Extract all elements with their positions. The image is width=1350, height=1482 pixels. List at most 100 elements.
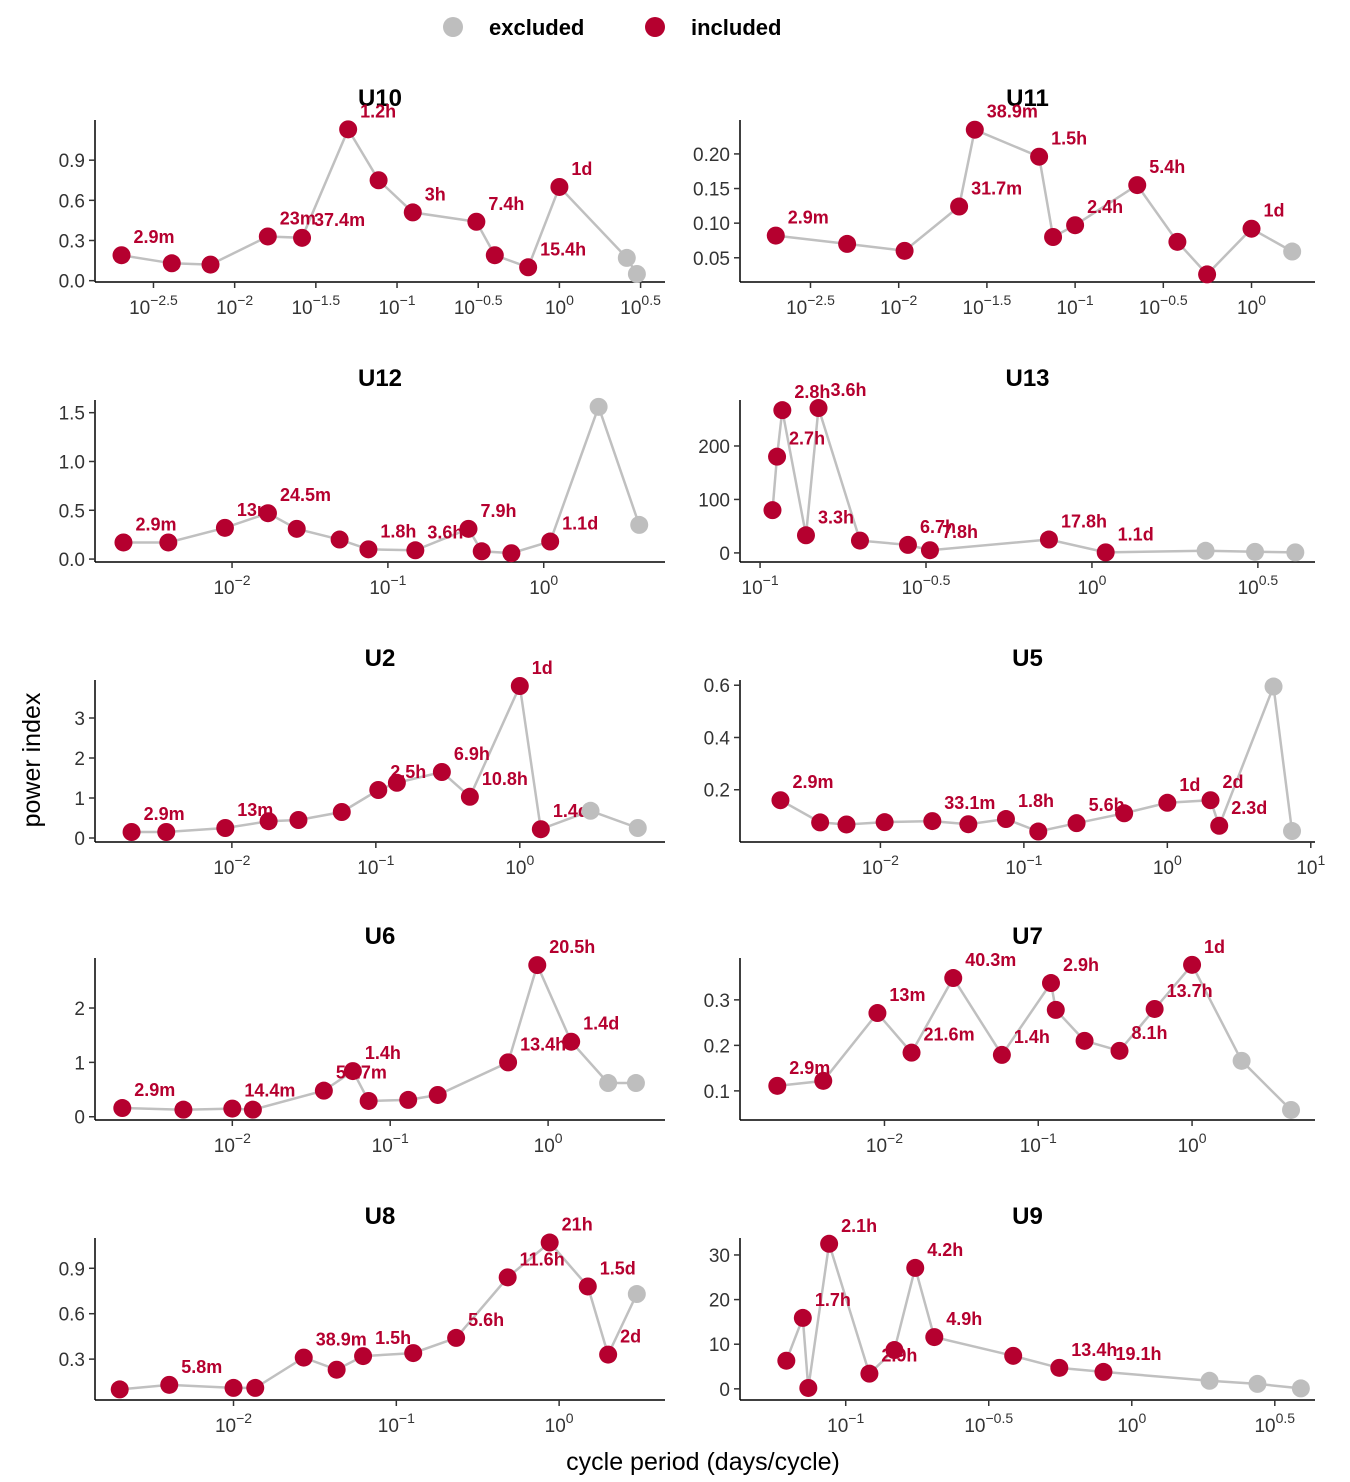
point: [838, 234, 857, 253]
point-label: 2d: [1223, 772, 1244, 792]
point-label: 8.1h: [1132, 1023, 1168, 1043]
point-label: 2.4h: [1087, 197, 1123, 217]
point-label: 7.4h: [488, 194, 524, 214]
y-tick-label: 0.3: [59, 231, 85, 252]
point: [343, 1062, 362, 1081]
point: [837, 815, 856, 834]
point-label: 2.9m: [134, 227, 175, 247]
point-label: 40.3m: [965, 950, 1016, 970]
point: [1282, 1100, 1301, 1119]
y-tick-label: 0.0: [59, 550, 85, 571]
point: [550, 177, 569, 196]
point: [157, 823, 176, 841]
point: [339, 120, 358, 139]
point: [162, 254, 181, 273]
point: [626, 1074, 645, 1093]
point: [1030, 147, 1049, 166]
point: [258, 504, 277, 523]
point: [959, 815, 978, 834]
point: [1044, 228, 1063, 246]
y-tick-label: 0.9: [59, 151, 85, 172]
y-tick-label: 0.20: [693, 145, 730, 166]
point: [114, 533, 133, 552]
point: [777, 1351, 796, 1370]
point: [519, 258, 538, 277]
panel-title: U2: [365, 645, 396, 672]
point: [112, 246, 131, 265]
point: [406, 541, 425, 560]
x-tick-label: 10−1: [1005, 852, 1042, 879]
point: [174, 1100, 193, 1119]
x-tick-label: 10−1: [378, 1410, 415, 1437]
point: [332, 803, 351, 821]
y-tick-label: 1: [74, 789, 85, 810]
x-tick-label: 10−0.5: [902, 572, 951, 599]
point: [330, 530, 349, 549]
y-tick-label: 2: [74, 749, 85, 770]
point-label: 1.4h: [1014, 1027, 1050, 1047]
y-tick-label: 0.05: [693, 249, 730, 270]
panel-title: U7: [1012, 923, 1043, 950]
point-label: 2.9m: [134, 1080, 175, 1100]
point: [578, 1277, 597, 1296]
point: [1200, 1371, 1219, 1390]
point-label: 1d: [571, 159, 592, 179]
point-label: 5.8m: [181, 1357, 222, 1377]
x-tick-label: 100: [505, 852, 534, 879]
point: [1168, 232, 1187, 251]
x-tick-label: 10−2: [862, 852, 899, 879]
point: [920, 541, 939, 560]
point: [763, 501, 782, 520]
point: [369, 781, 388, 799]
point: [766, 226, 785, 245]
x-tick-label: 100: [1153, 852, 1182, 879]
x-tick-label: 10−0.5: [454, 292, 503, 319]
point: [992, 1045, 1011, 1064]
point: [996, 810, 1015, 829]
x-tick-label: 100: [534, 1130, 563, 1157]
x-tick-label: 100: [529, 572, 558, 599]
x-axis-label: cycle period (days/cycle): [566, 1448, 840, 1476]
point-label: 4.2h: [927, 1240, 963, 1260]
legend-marker: [645, 17, 665, 37]
point: [617, 248, 636, 267]
x-tick-label: 10−0.5: [1139, 292, 1188, 319]
x-tick-label: 10−2: [216, 292, 253, 319]
panel-title: U13: [1005, 365, 1049, 392]
point-label: 6.7h: [920, 517, 956, 537]
point-label: 3.6h: [427, 522, 463, 542]
point: [1198, 265, 1217, 284]
point: [1115, 804, 1134, 823]
point-label: 1d: [1204, 937, 1225, 957]
point: [287, 519, 306, 538]
point: [403, 203, 422, 222]
x-tick-label: 100.5: [620, 292, 661, 319]
point-label: 2.9m: [792, 772, 833, 792]
point: [1004, 1346, 1023, 1365]
panel-title: U9: [1012, 1203, 1043, 1230]
point: [498, 1268, 517, 1287]
point: [258, 227, 277, 246]
point: [215, 518, 234, 537]
point: [875, 813, 894, 832]
x-tick-label: 10−2: [215, 1410, 252, 1437]
point: [1066, 216, 1085, 235]
point: [1283, 242, 1302, 261]
point: [923, 812, 942, 831]
point: [630, 515, 649, 534]
x-tick-label: 10−1: [378, 292, 415, 319]
line: [121, 126, 638, 275]
point: [224, 1378, 243, 1397]
panel-title: U8: [365, 1203, 396, 1230]
point: [820, 1234, 839, 1253]
point-label: 14.4m: [244, 1081, 295, 1101]
point-label: 11.6h: [520, 1249, 565, 1269]
point-label: 2.9m: [788, 208, 829, 228]
x-tick-label: 10−2: [880, 292, 917, 319]
x-tick-label: 100: [1178, 1130, 1207, 1157]
y-tick-label: 0.6: [704, 676, 730, 697]
point: [1246, 542, 1265, 561]
y-tick-label: 1.0: [59, 452, 85, 473]
point-label: 5.6h: [1089, 795, 1125, 815]
point: [860, 1364, 879, 1383]
